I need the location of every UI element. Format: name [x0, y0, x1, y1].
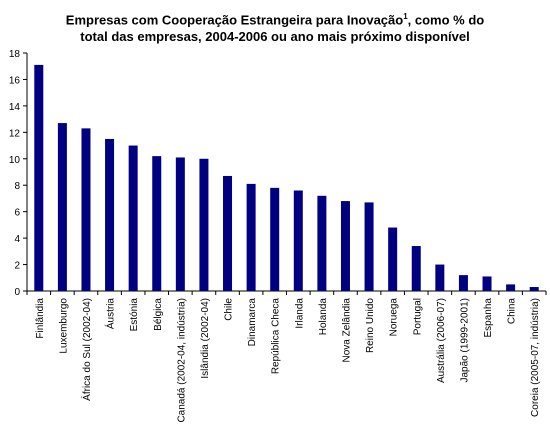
bar: [81, 128, 91, 291]
bar: [270, 187, 280, 291]
y-tick-label: 6: [14, 208, 20, 219]
bar: [482, 276, 492, 291]
x-tick-label: Estónia: [129, 298, 140, 332]
x-tick-label: Bélgica: [153, 298, 164, 331]
chart-title-line1-text: Empresas com Cooperação Estrangeira para…: [65, 12, 404, 28]
x-tick-label: Japão (1999-2001): [459, 298, 470, 383]
x-tick-labels: Finlândia Luxemburgo África do Sul (2002-0…: [35, 298, 541, 423]
bar: [317, 195, 327, 291]
bar: [388, 227, 398, 291]
x-tick-label: Islândia (2002-04): [200, 298, 211, 379]
bar: [506, 284, 516, 291]
bar: [175, 157, 185, 291]
x-tick-label: Noruega: [389, 298, 400, 337]
chart-title-line1: Empresas com Cooperação Estrangeira para…: [0, 8, 550, 28]
bar: [293, 190, 303, 291]
x-tick-label: Holanda: [318, 298, 329, 336]
y-axis: 0 2 4 6 8 10 12 14 16 18: [9, 49, 28, 298]
x-tick-label: Canadá (2002-04, indústria): [176, 298, 187, 423]
y-tick-label: 4: [14, 234, 20, 245]
bar: [128, 145, 138, 291]
bar: [223, 175, 233, 291]
x-axis: [26, 290, 547, 295]
y-tick-label: 2: [14, 261, 20, 272]
bar: [199, 158, 209, 291]
x-tick-label: África do Sul (2002-04): [80, 298, 93, 401]
bar: [458, 275, 468, 291]
y-tick-label: 0: [14, 287, 20, 298]
y-tick-label: 14: [9, 102, 21, 113]
chart-title: Empresas com Cooperação Estrangeira para…: [0, 8, 550, 45]
x-tick-label: Nova Zelândia: [341, 298, 352, 363]
x-tick-label: Dinamarca: [247, 298, 258, 347]
y-tick-label: 16: [9, 75, 21, 86]
chart-title-line2: total das empresas, 2004-2006 ou ano mai…: [80, 29, 470, 45]
x-tick-label: Luxemburgo: [58, 298, 69, 354]
x-tick-label: Portugal: [412, 298, 423, 335]
y-tick-label: 10: [9, 155, 21, 166]
bar: [105, 138, 115, 291]
x-tick-label: República Checa: [271, 298, 282, 375]
bar: [34, 64, 44, 292]
y-tick-label: 18: [9, 49, 21, 60]
x-tick-label: Espanha: [483, 298, 494, 338]
x-tick-label: Irlanda: [294, 298, 305, 329]
x-tick-label: China: [507, 298, 518, 325]
x-tick-label: Reino Unido: [365, 298, 376, 353]
x-tick-label: Áustria: [104, 298, 117, 330]
bar: [364, 202, 374, 291]
bar: [435, 264, 445, 291]
bar: [152, 156, 162, 291]
y-tick-label: 8: [14, 181, 20, 192]
bar: [246, 183, 256, 291]
bar: [340, 201, 350, 291]
chart-title-footnote-mark: 1: [403, 12, 408, 21]
bars: [34, 64, 539, 292]
chart-title-line1-rest: , como % do: [407, 12, 485, 28]
x-tick-label: Finlândia: [35, 298, 46, 339]
x-tick-label: Austrália (2006-07): [436, 298, 447, 383]
bar: [411, 246, 421, 291]
bar: [57, 123, 67, 291]
bar: [529, 287, 539, 291]
x-tick-label: Coreia (2005-07, indústria): [530, 298, 541, 417]
x-tick-label: Chile: [224, 298, 235, 321]
y-tick-label: 12: [9, 128, 21, 139]
